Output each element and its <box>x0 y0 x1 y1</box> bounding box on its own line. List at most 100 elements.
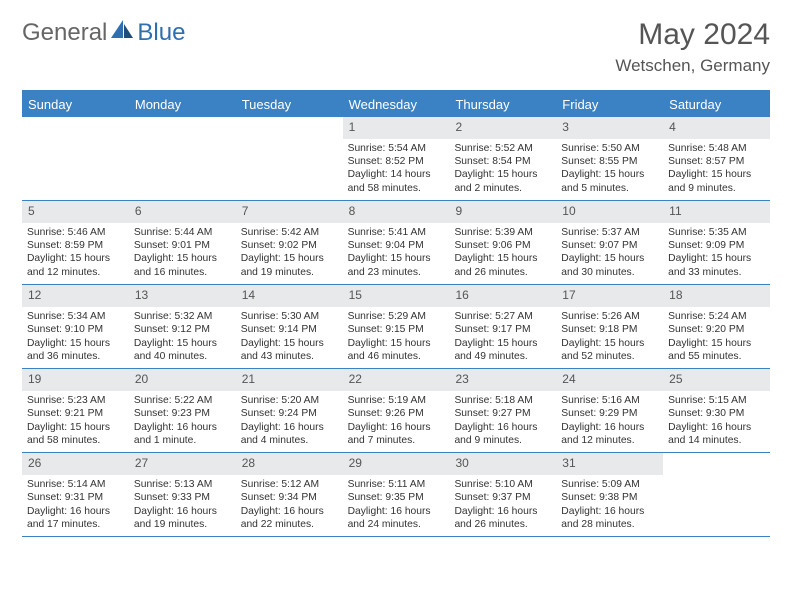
daylight-text: Daylight: 14 hours and 58 minutes. <box>348 168 445 195</box>
daylight-text: Daylight: 15 hours and 33 minutes. <box>668 252 765 279</box>
day-number: 24 <box>556 369 663 391</box>
day-cell: 16Sunrise: 5:27 AMSunset: 9:17 PMDayligh… <box>449 285 556 368</box>
day-cell: 15Sunrise: 5:29 AMSunset: 9:15 PMDayligh… <box>343 285 450 368</box>
week-row: 26Sunrise: 5:14 AMSunset: 9:31 PMDayligh… <box>22 453 770 537</box>
day-cell: 12Sunrise: 5:34 AMSunset: 9:10 PMDayligh… <box>22 285 129 368</box>
empty-cell <box>129 117 236 200</box>
dow-friday: Friday <box>556 92 663 117</box>
day-number: 8 <box>343 201 450 223</box>
daylight-text: Daylight: 15 hours and 12 minutes. <box>27 252 124 279</box>
daylight-text: Daylight: 16 hours and 12 minutes. <box>561 421 658 448</box>
week-row: 1Sunrise: 5:54 AMSunset: 8:52 PMDaylight… <box>22 117 770 201</box>
day-cell: 3Sunrise: 5:50 AMSunset: 8:55 PMDaylight… <box>556 117 663 200</box>
sunrise-text: Sunrise: 5:18 AM <box>454 394 551 407</box>
day-cell: 26 Sunrise: 5:14 AMSunset: 9:31 PMDayligh… <box>22 453 129 536</box>
daylight-text: Daylight: 16 hours and 17 minutes. <box>27 505 124 532</box>
daylight-text: Daylight: 16 hours and 19 minutes. <box>134 505 231 532</box>
daylight-text: Daylight: 15 hours and 55 minutes. <box>668 337 765 364</box>
sunrise-text: Sunrise: 5:44 AM <box>134 226 231 239</box>
daylight-text: Daylight: 15 hours and 5 minutes. <box>561 168 658 195</box>
sunset-text: Sunset: 9:31 PM <box>27 491 124 504</box>
sunset-text: Sunset: 9:24 PM <box>241 407 338 420</box>
sunset-text: Sunset: 9:18 PM <box>561 323 658 336</box>
sunrise-text: Sunrise: 5:41 AM <box>348 226 445 239</box>
daylight-text: Daylight: 15 hours and 16 minutes. <box>134 252 231 279</box>
brand-part2: Blue <box>137 19 185 47</box>
daylight-text: Daylight: 15 hours and 2 minutes. <box>454 168 551 195</box>
sunrise-text: Sunrise: 5:42 AM <box>241 226 338 239</box>
sunset-text: Sunset: 9:38 PM <box>561 491 658 504</box>
sunset-text: Sunset: 9:06 PM <box>454 239 551 252</box>
day-number: 28 <box>236 453 343 475</box>
daylight-text: Daylight: 15 hours and 36 minutes. <box>27 337 124 364</box>
sunrise-text: Sunrise: 5:37 AM <box>561 226 658 239</box>
day-cell: 21Sunrise: 5:20 AMSunset: 9:24 PMDayligh… <box>236 369 343 452</box>
sunset-text: Sunset: 9:01 PM <box>134 239 231 252</box>
sunrise-text: Sunrise: 5:48 AM <box>668 142 765 155</box>
sunset-text: Sunset: 9:30 PM <box>668 407 765 420</box>
day-number: 30 <box>449 453 556 475</box>
day-number: 31 <box>556 453 663 475</box>
sunrise-text: Sunrise: 5:50 AM <box>561 142 658 155</box>
sunset-text: Sunset: 8:54 PM <box>454 155 551 168</box>
sunset-text: Sunset: 9:26 PM <box>348 407 445 420</box>
month-title: May 2024 <box>615 18 770 52</box>
sunset-text: Sunset: 8:55 PM <box>561 155 658 168</box>
sunrise-text: Sunrise: 5:16 AM <box>561 394 658 407</box>
daylight-text: Daylight: 16 hours and 9 minutes. <box>454 421 551 448</box>
sunrise-text: Sunrise: 5:19 AM <box>348 394 445 407</box>
sunset-text: Sunset: 8:52 PM <box>348 155 445 168</box>
sunrise-text: Sunrise: 5:24 AM <box>668 310 765 323</box>
daylight-text: Daylight: 16 hours and 4 minutes. <box>241 421 338 448</box>
day-cell: 20Sunrise: 5:22 AMSunset: 9:23 PMDayligh… <box>129 369 236 452</box>
sunrise-text: Sunrise: 5:22 AM <box>134 394 231 407</box>
day-number: 2 <box>449 117 556 139</box>
sunset-text: Sunset: 8:59 PM <box>27 239 124 252</box>
day-cell: 8Sunrise: 5:41 AMSunset: 9:04 PMDaylight… <box>343 201 450 284</box>
day-cell: 13Sunrise: 5:32 AMSunset: 9:12 PMDayligh… <box>129 285 236 368</box>
day-number: 23 <box>449 369 556 391</box>
day-number: 26 <box>22 453 129 475</box>
dow-wednesday: Wednesday <box>343 92 450 117</box>
sunset-text: Sunset: 9:15 PM <box>348 323 445 336</box>
day-number: 22 <box>343 369 450 391</box>
day-number: 17 <box>556 285 663 307</box>
sunrise-text: Sunrise: 5:13 AM <box>134 478 231 491</box>
sunrise-text: Sunrise: 5:52 AM <box>454 142 551 155</box>
day-cell: 6Sunrise: 5:44 AMSunset: 9:01 PMDaylight… <box>129 201 236 284</box>
daylight-text: Daylight: 15 hours and 43 minutes. <box>241 337 338 364</box>
day-cell: 31 Sunrise: 5:09 AMSunset: 9:38 PMDayligh… <box>556 453 663 536</box>
day-cell: 18Sunrise: 5:24 AMSunset: 9:20 PMDayligh… <box>663 285 770 368</box>
empty-cell <box>236 117 343 200</box>
sail-icon <box>109 18 135 47</box>
day-cell: 5Sunrise: 5:46 AMSunset: 8:59 PMDaylight… <box>22 201 129 284</box>
sunrise-text: Sunrise: 5:32 AM <box>134 310 231 323</box>
sunset-text: Sunset: 9:10 PM <box>27 323 124 336</box>
daylight-text: Daylight: 15 hours and 58 minutes. <box>27 421 124 448</box>
daylight-text: Daylight: 15 hours and 26 minutes. <box>454 252 551 279</box>
day-cell: 28Sunrise: 5:12 AMSunset: 9:34 PMDayligh… <box>236 453 343 536</box>
day-number: 29 <box>343 453 450 475</box>
day-cell: 24Sunrise: 5:16 AMSunset: 9:29 PMDayligh… <box>556 369 663 452</box>
sunrise-text: Sunrise: 5:09 AM <box>561 478 658 491</box>
sunset-text: Sunset: 9:02 PM <box>241 239 338 252</box>
sunset-text: Sunset: 9:35 PM <box>348 491 445 504</box>
sunrise-text: Sunrise: 5:27 AM <box>454 310 551 323</box>
brand-part1: General <box>22 19 107 47</box>
sunrise-text: Sunrise: 5:29 AM <box>348 310 445 323</box>
daylight-text: Daylight: 16 hours and 22 minutes. <box>241 505 338 532</box>
sunset-text: Sunset: 9:27 PM <box>454 407 551 420</box>
sunset-text: Sunset: 9:23 PM <box>134 407 231 420</box>
day-number: 5 <box>22 201 129 223</box>
daylight-text: Daylight: 16 hours and 14 minutes. <box>668 421 765 448</box>
header: General Blue May 2024 Wetschen, Germany <box>22 18 770 76</box>
sunrise-text: Sunrise: 5:14 AM <box>27 478 124 491</box>
empty-cell <box>663 453 770 536</box>
day-number: 10 <box>556 201 663 223</box>
daylight-text: Daylight: 15 hours and 49 minutes. <box>454 337 551 364</box>
day-cell: 14Sunrise: 5:30 AMSunset: 9:14 PMDayligh… <box>236 285 343 368</box>
daylight-text: Daylight: 16 hours and 28 minutes. <box>561 505 658 532</box>
day-number: 12 <box>22 285 129 307</box>
sunrise-text: Sunrise: 5:26 AM <box>561 310 658 323</box>
daylight-text: Daylight: 16 hours and 1 minute. <box>134 421 231 448</box>
